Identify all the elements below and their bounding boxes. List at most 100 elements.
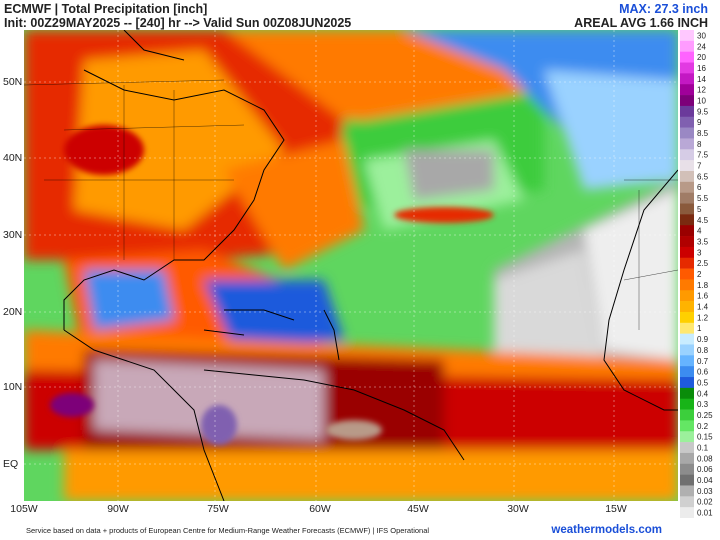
legend-value-label: 16 bbox=[697, 64, 706, 73]
coastlines bbox=[63, 30, 678, 501]
max-value-label: MAX: 27.3 inch bbox=[619, 2, 708, 16]
legend-value-label: 5.5 bbox=[697, 194, 709, 203]
areal-average-label: AREAL AVG 1.66 INCH bbox=[574, 16, 708, 30]
legend-value-label: 0.03 bbox=[697, 487, 713, 496]
legend-swatch bbox=[680, 301, 694, 313]
legend-value-label: 0.04 bbox=[697, 476, 713, 485]
legend-swatch bbox=[680, 485, 694, 497]
legend-swatch bbox=[680, 268, 694, 280]
lat-label: 10N bbox=[3, 381, 23, 393]
legend-swatch bbox=[680, 95, 694, 107]
lon-label: 105W bbox=[10, 503, 38, 515]
legend-value-label: 5 bbox=[697, 205, 702, 214]
legend-value-label: 0.1 bbox=[697, 444, 709, 453]
legend-swatch bbox=[680, 377, 694, 389]
init-valid-line: Init: 00Z29MAY2025 -- [240] hr --> Valid… bbox=[4, 16, 352, 30]
legend-value-label: 0.4 bbox=[697, 389, 709, 398]
legend-value-label: 0.6 bbox=[697, 368, 709, 377]
legend-swatch bbox=[680, 73, 694, 85]
legend-swatch bbox=[680, 127, 694, 139]
legend-value-label: 8 bbox=[697, 140, 702, 149]
legend-swatch bbox=[680, 452, 694, 465]
legend-swatch bbox=[680, 463, 694, 475]
legend-value-label: 1 bbox=[697, 324, 702, 333]
legend-value-label: 24 bbox=[697, 42, 706, 51]
legend-value-label: 0.06 bbox=[697, 465, 713, 474]
legend-value-label: 12 bbox=[697, 86, 706, 95]
lat-label: 20N bbox=[3, 306, 23, 318]
legend-swatch bbox=[680, 398, 694, 410]
legend-swatch bbox=[680, 344, 694, 356]
legend-value-label: 1.4 bbox=[697, 303, 709, 312]
legend-value-label: 1.8 bbox=[697, 281, 709, 290]
legend-value-label: 7 bbox=[697, 162, 702, 171]
legend-value-label: 0.2 bbox=[697, 422, 709, 431]
legend-value-label: 0.9 bbox=[697, 335, 709, 344]
legend-swatch bbox=[680, 322, 694, 334]
legend-swatch bbox=[680, 279, 694, 291]
precip-color-legend: 302420161412109.598.587.576.565.554.543.… bbox=[680, 30, 713, 518]
legend-swatch bbox=[680, 409, 694, 421]
legend-value-label: 4.5 bbox=[697, 216, 709, 225]
legend-swatch bbox=[680, 181, 694, 193]
legend-value-label: 0.3 bbox=[697, 400, 709, 409]
legend-value-label: 9.5 bbox=[697, 107, 709, 116]
source-footnote: Service based on data + products of Euro… bbox=[26, 526, 430, 535]
lon-label: 75W bbox=[207, 503, 229, 515]
legend-swatch bbox=[680, 366, 694, 378]
legend-value-label: 4 bbox=[697, 227, 702, 236]
legend-swatch bbox=[680, 257, 694, 269]
legend-swatch bbox=[680, 138, 694, 150]
lat-label: 50N bbox=[3, 76, 23, 88]
precip-field bbox=[24, 30, 678, 501]
legend-swatch bbox=[680, 160, 694, 172]
lon-label: 15W bbox=[605, 503, 627, 515]
legend-value-label: 0.01 bbox=[697, 509, 713, 518]
legend-swatch bbox=[680, 474, 694, 486]
lon-label: 60W bbox=[309, 503, 331, 515]
map-title-block: ECMWF | Total Precipitation [inch] Init:… bbox=[4, 2, 351, 30]
legend-swatch bbox=[680, 420, 694, 432]
legend-value-label: 0.02 bbox=[697, 498, 713, 507]
legend-value-label: 1.6 bbox=[697, 292, 709, 301]
legend-swatch bbox=[680, 355, 694, 367]
legend-value-label: 8.5 bbox=[697, 129, 709, 138]
legend-swatch bbox=[680, 496, 694, 508]
legend-swatch bbox=[680, 507, 694, 518]
legend-value-label: 3 bbox=[697, 248, 702, 257]
lon-label: 30W bbox=[507, 503, 529, 515]
legend-swatch bbox=[680, 203, 694, 215]
legend-value-label: 2 bbox=[697, 270, 702, 279]
legend-swatch bbox=[680, 170, 694, 183]
legend-swatch bbox=[680, 192, 694, 204]
legend-value-label: 0.5 bbox=[697, 378, 709, 387]
legend-value-label: 20 bbox=[697, 53, 706, 62]
legend-swatch bbox=[680, 442, 694, 454]
legend-swatch bbox=[680, 30, 694, 42]
legend-value-label: 6 bbox=[697, 183, 702, 192]
legend-swatch bbox=[680, 236, 694, 248]
legend-swatch bbox=[680, 311, 694, 324]
political-borders bbox=[24, 79, 678, 330]
lat-label: 40N bbox=[3, 152, 23, 164]
legend-swatch bbox=[680, 225, 694, 237]
grid-lines bbox=[24, 30, 678, 501]
legend-value-label: 10 bbox=[697, 96, 706, 105]
legend-swatch bbox=[680, 116, 694, 128]
legend-swatch bbox=[680, 333, 694, 345]
legend-value-label: 9 bbox=[697, 118, 702, 127]
legend-value-label: 0.15 bbox=[697, 433, 713, 442]
legend-value-label: 30 bbox=[697, 31, 706, 40]
legend-value-label: 3.5 bbox=[697, 237, 709, 246]
legend-swatch bbox=[680, 431, 694, 443]
legend-value-label: 6.5 bbox=[697, 172, 709, 181]
lat-label: 30N bbox=[3, 229, 23, 241]
map-title: ECMWF | Total Precipitation [inch] bbox=[4, 2, 208, 16]
stats-block: MAX: 27.3 inch AREAL AVG 1.66 INCH bbox=[574, 2, 708, 30]
legend-swatch bbox=[680, 40, 694, 52]
legend-swatch bbox=[680, 51, 694, 63]
legend-swatch bbox=[680, 149, 694, 161]
legend-value-label: 0.7 bbox=[697, 357, 709, 366]
legend-swatch bbox=[680, 84, 694, 96]
legend-value-label: 0.8 bbox=[697, 346, 709, 355]
